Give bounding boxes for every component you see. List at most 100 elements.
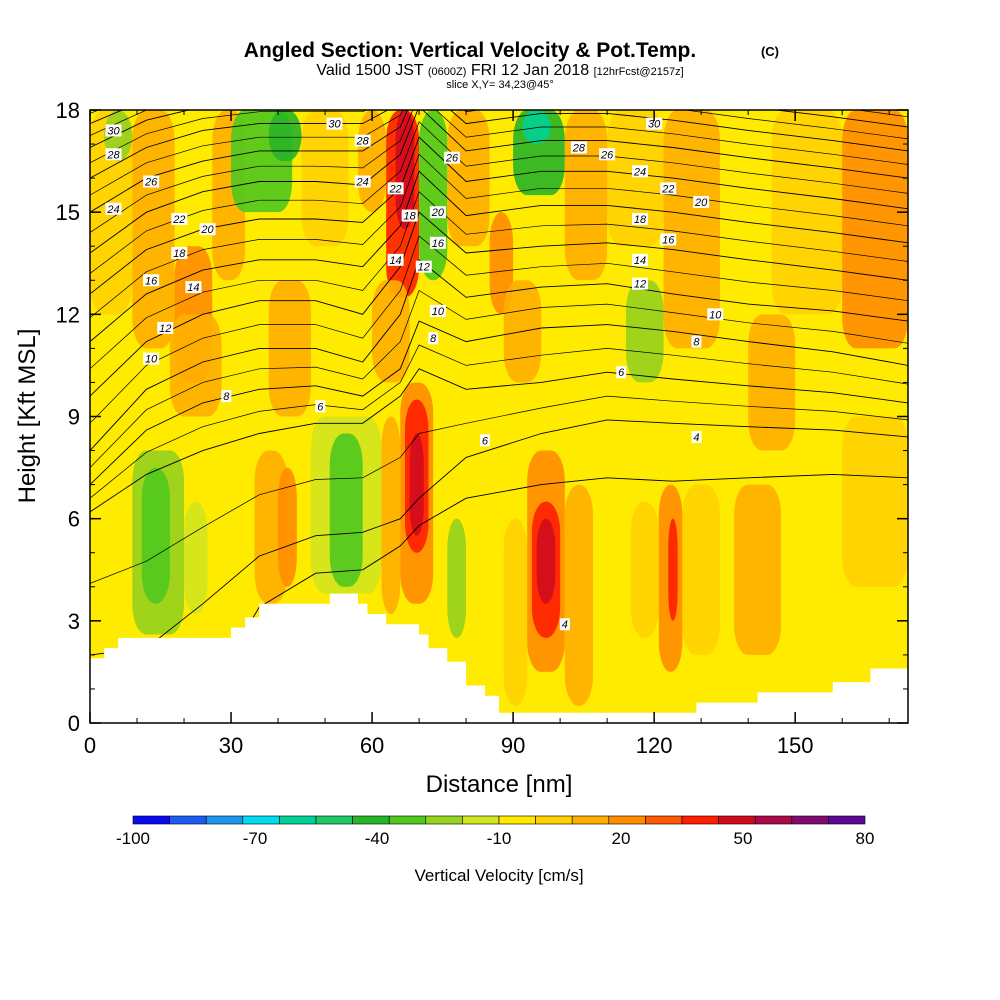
contour-label: 8 (691, 335, 702, 349)
contour-label-box (429, 304, 446, 317)
contour-label-text: 16 (145, 275, 158, 287)
velocity-cell (184, 501, 208, 615)
colorbar-swatch (754, 815, 793, 825)
colorbar-swatch (388, 815, 427, 825)
x-tick-label: 30 (219, 733, 243, 758)
colorbar-swatch (571, 815, 610, 825)
contour-label: 8 (428, 332, 439, 345)
contour-label: 28 (105, 148, 122, 161)
contour-label: 6 (616, 366, 627, 379)
contour-label-text: 20 (431, 207, 445, 219)
plot-area: 30 28 26 24 22 20 18 16 14 12 10 8 6 30 28 24 22 18 14 12 26… (90, 110, 908, 723)
colorbar-swatch (462, 815, 500, 825)
velocity-cell (381, 416, 401, 615)
velocity-cell (372, 280, 410, 383)
contour-label-text: 8 (223, 391, 230, 403)
colorbar-tick-label: -100 (116, 829, 150, 848)
contour-label: 22 (387, 182, 404, 195)
velocity-cell (447, 110, 490, 247)
isentrope-12 (90, 259, 908, 451)
contour-label-text: 4 (693, 432, 699, 444)
contour-label: 20 (429, 206, 446, 219)
velocity-cell (466, 518, 504, 672)
y-tick-label: 15 (56, 200, 80, 225)
velocity-cell (593, 518, 631, 655)
isentrope-14 (90, 211, 908, 397)
contour-label-text: 28 (572, 142, 586, 154)
velocity-cell (278, 467, 297, 587)
contour-label-text: 22 (388, 183, 401, 195)
contour-label-box (616, 366, 627, 379)
velocity-cell (719, 110, 772, 383)
contour-label-box (429, 206, 446, 219)
contour-label: 12 (157, 321, 174, 335)
velocity-cell (489, 212, 514, 315)
contour-label: 24 (354, 175, 371, 189)
velocity-cell (132, 110, 175, 349)
contour-label-text: 8 (430, 333, 437, 345)
velocity-cell (663, 110, 720, 349)
contour-label-box (143, 352, 160, 365)
contour-label-text: 22 (661, 183, 674, 195)
colorbar-swatch (681, 815, 719, 825)
contour-label-box (315, 400, 326, 413)
contour-label-text: 20 (200, 224, 214, 236)
contour-label-box (429, 236, 446, 249)
contour-label-box (171, 212, 188, 225)
contour-label-text: 30 (107, 125, 120, 137)
y-tick-label: 12 (56, 302, 80, 327)
contour-label-box (415, 260, 432, 273)
contour-label-text: 24 (633, 166, 646, 178)
contour-label-box (691, 430, 702, 443)
contour-label-box (599, 148, 616, 161)
isentrope-minor (90, 191, 908, 370)
contour-label-box (559, 618, 570, 631)
colorbar-swatch (242, 815, 280, 825)
contour-label: 26 (443, 151, 460, 165)
contour-label-box (707, 308, 724, 321)
contour-label-box (691, 335, 702, 348)
colorbar-swatch (279, 815, 317, 825)
contour-label: 10 (707, 308, 724, 321)
y-tick-label: 3 (68, 609, 80, 634)
contour-label: 14 (185, 281, 202, 294)
x-tick-label: 150 (777, 733, 814, 758)
contour-label: 10 (143, 352, 160, 366)
contour-label-box (570, 141, 587, 154)
chart-subtitle: Valid 1500 JST (0600Z) FRI 12 Jan 2018 [… (316, 62, 683, 79)
isentrope-minor (90, 344, 908, 499)
contour-label-box (660, 182, 677, 195)
y-tick-label: 0 (68, 711, 80, 736)
contour-label-box (479, 434, 490, 447)
velocity-cell (329, 433, 363, 587)
isentrope-24 (90, 110, 908, 179)
isentrope-6 (90, 419, 908, 656)
contour-label: 22 (660, 182, 677, 195)
y-axis-label: Height [Kft MSL] (14, 329, 41, 504)
contour-label-box (105, 124, 122, 137)
contour-label: 12 (632, 277, 649, 291)
contour-label: 28 (570, 141, 587, 154)
contour-label: 16 (143, 274, 160, 287)
contour-label-box (632, 165, 649, 178)
contour-label: 18 (401, 209, 418, 223)
contour-label: 22 (171, 212, 188, 226)
contour-label-text: 28 (106, 149, 120, 161)
velocity-cell (734, 484, 782, 655)
velocity-cell (301, 110, 349, 247)
contour-label-box (157, 321, 174, 334)
contour-label: 16 (660, 233, 677, 246)
contour-label-box (387, 182, 404, 195)
contour-label-text: 20 (694, 197, 708, 209)
isentrope-minor (90, 235, 908, 424)
contour-label-box (632, 253, 649, 266)
colorbar-swatch (535, 815, 573, 825)
colorbar-tick-label: 50 (734, 829, 753, 848)
plot-clip-group: 30 28 26 24 22 20 18 16 14 12 10 8 6 30 28 24 22 18 14 12 26… (90, 110, 908, 723)
contour-label-box (326, 117, 343, 130)
x-tick-label: 60 (360, 733, 384, 758)
contour-label: 10 (429, 304, 446, 318)
colorbar-tick-label: -40 (365, 829, 390, 848)
contour-label-text: 24 (356, 177, 369, 189)
